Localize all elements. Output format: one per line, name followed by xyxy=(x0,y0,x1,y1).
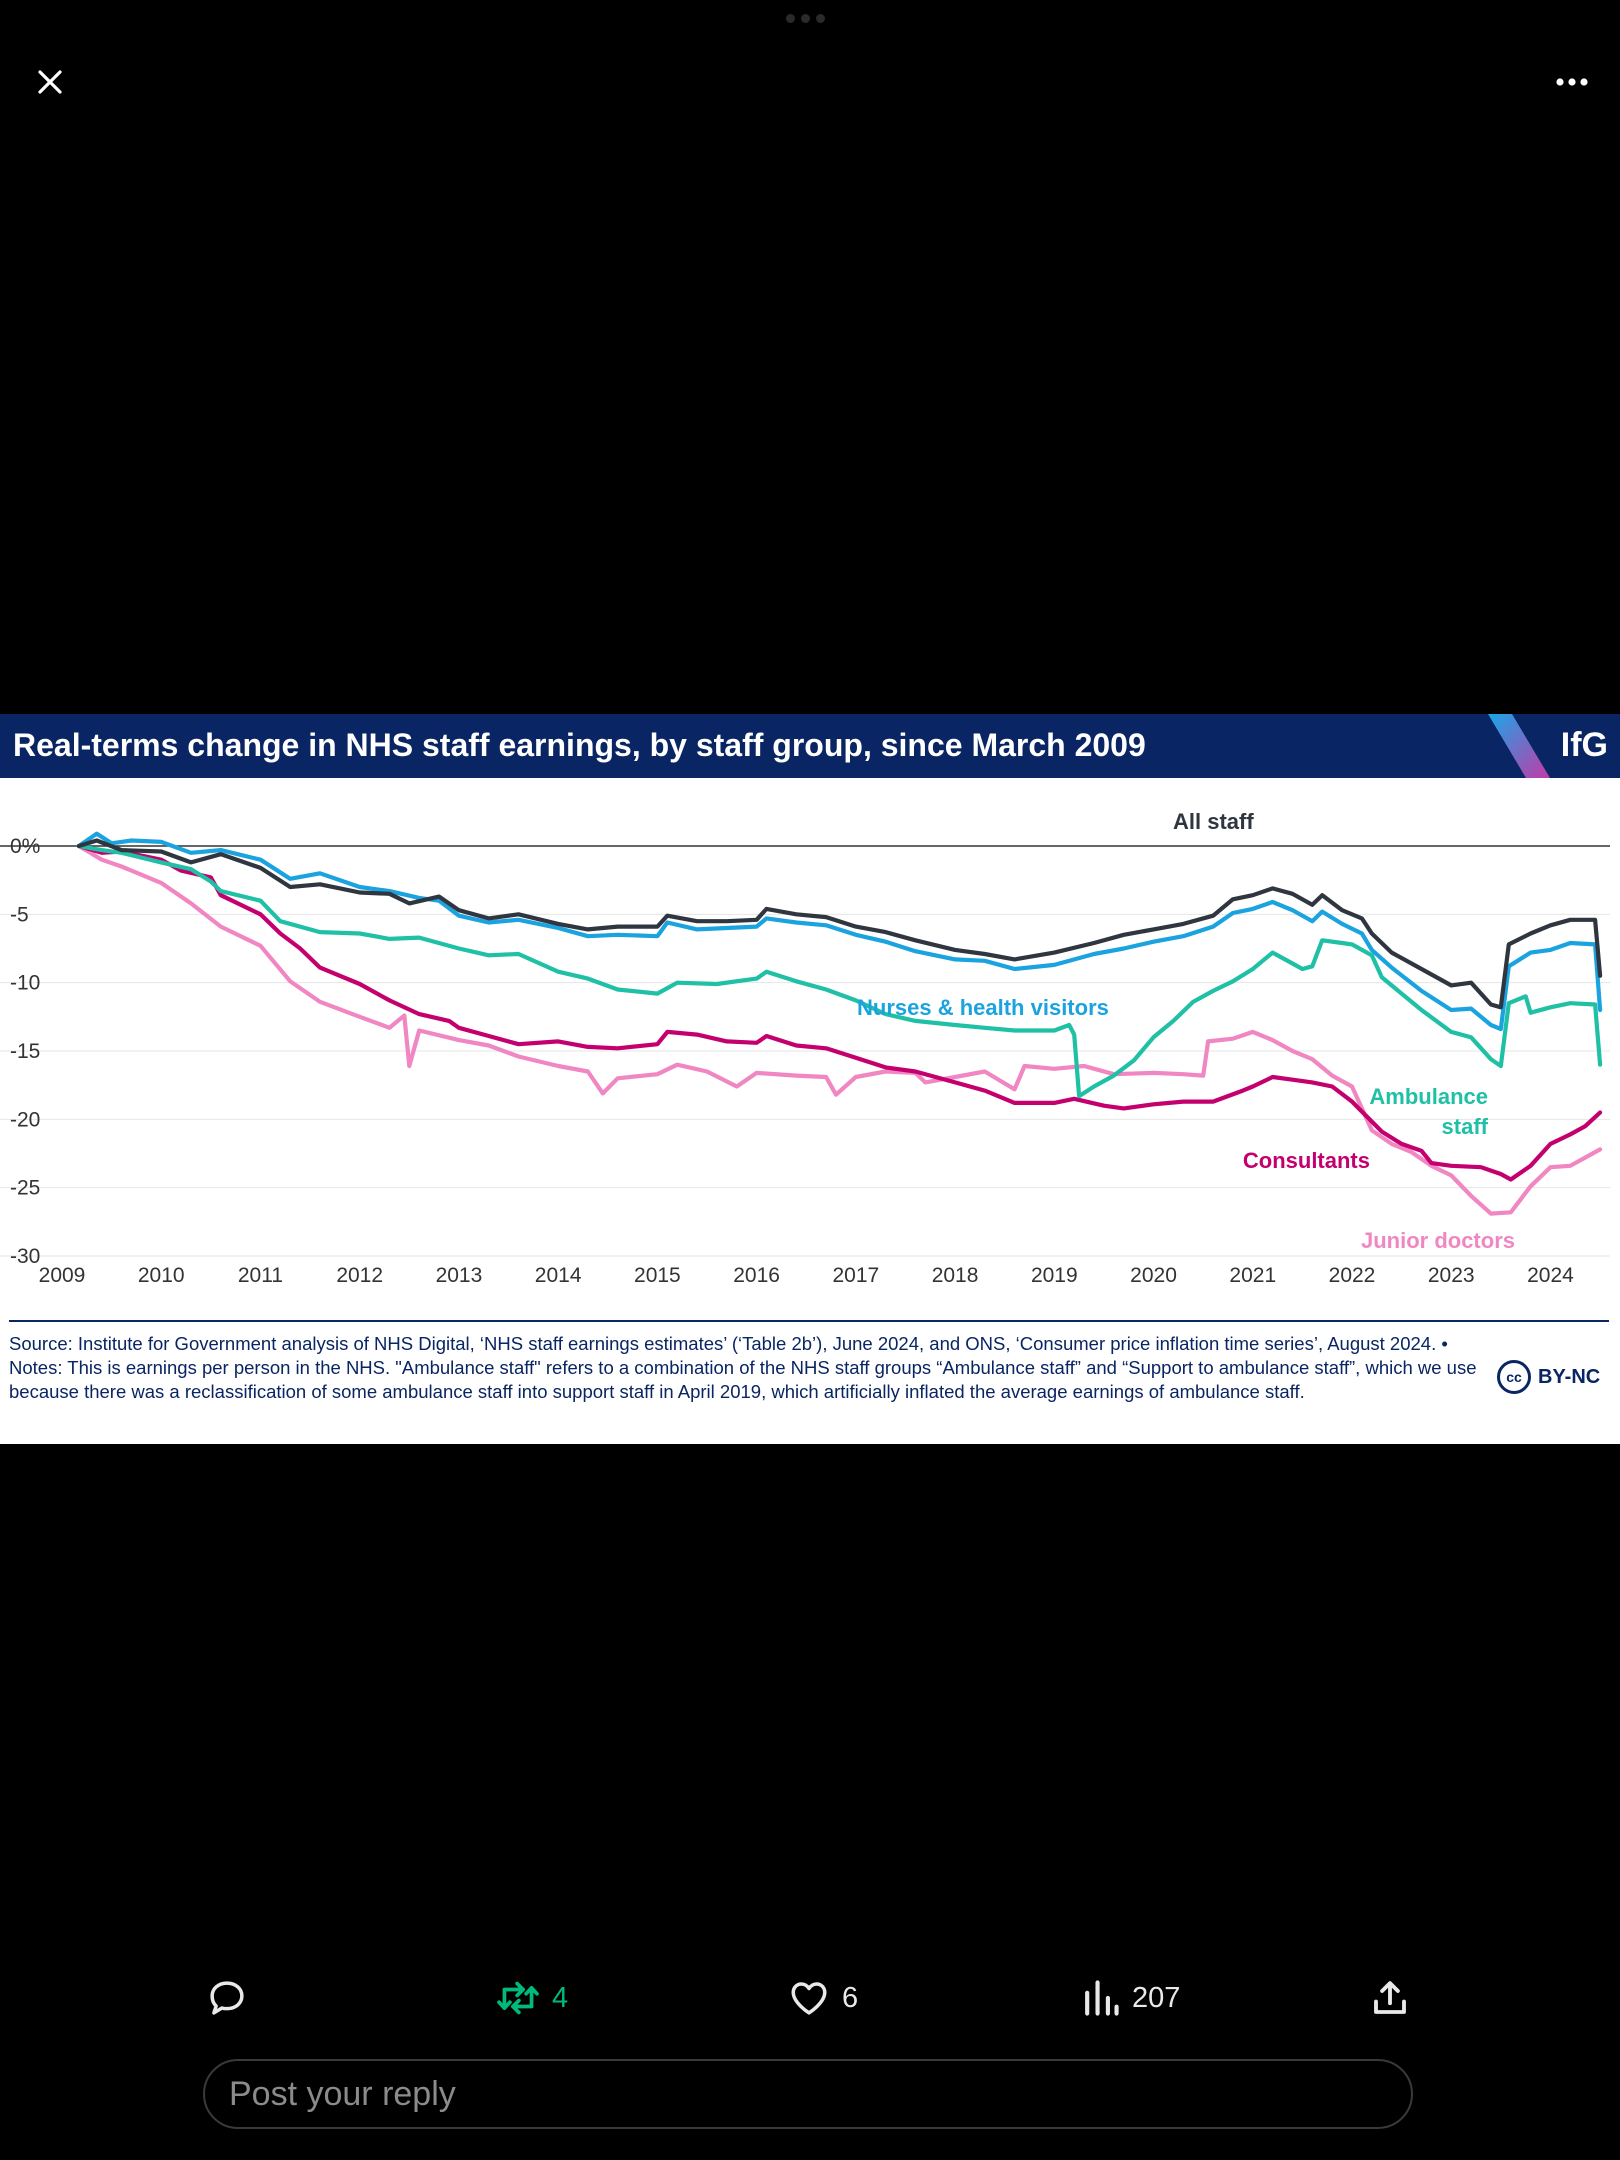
series-line xyxy=(76,831,1603,1032)
close-icon xyxy=(38,70,62,94)
drag-handle[interactable] xyxy=(786,14,825,23)
x-tick-label: 2012 xyxy=(336,1264,383,1287)
divider xyxy=(9,1320,1609,1322)
y-tick-label: -30 xyxy=(10,1245,40,1268)
views-count: 207 xyxy=(1132,1981,1181,2014)
ifg-stripe-graphic xyxy=(1488,714,1550,778)
x-tick-label: 2014 xyxy=(535,1264,582,1287)
ifg-logo: IfG xyxy=(1560,726,1608,764)
y-tick-label: -10 xyxy=(10,972,40,995)
chart-title: Real-terms change in NHS staff earnings,… xyxy=(13,727,1146,763)
x-tick-label: 2011 xyxy=(238,1264,283,1287)
chart-banner: Real-terms change in NHS staff earnings,… xyxy=(0,714,1620,778)
heart-icon xyxy=(791,1982,827,2015)
x-tick-label: 2018 xyxy=(932,1264,979,1287)
license-badge: cc BY-NC xyxy=(1497,1360,1600,1394)
series-line xyxy=(76,843,1603,1216)
series-label: Consultants xyxy=(1243,1148,1370,1173)
x-tick-label: 2017 xyxy=(832,1264,879,1287)
retweet-count: 4 xyxy=(552,1981,569,2014)
source-note: Source: Institute for Government analysi… xyxy=(9,1333,1477,1402)
share-button[interactable] xyxy=(1369,1970,1411,2026)
series-label: Nurses & health visitors xyxy=(857,995,1109,1020)
y-tick-label: -25 xyxy=(10,1177,40,1200)
reply-input[interactable]: Post your reply xyxy=(203,2059,1413,2129)
y-tick-label: -15 xyxy=(10,1040,40,1063)
x-tick-label: 2009 xyxy=(39,1264,86,1287)
x-tick-label: 2010 xyxy=(138,1264,185,1287)
x-tick-label: 2013 xyxy=(436,1264,483,1287)
x-tick-label: 2016 xyxy=(733,1264,780,1287)
like-count: 6 xyxy=(842,1981,859,2014)
close-button[interactable] xyxy=(26,58,74,106)
action-bar: 4 6 207 xyxy=(0,1970,1620,2030)
series-label: Junior doctors xyxy=(1361,1228,1515,1253)
series-line xyxy=(76,843,1603,1182)
license-text: BY-NC xyxy=(1538,1365,1601,1388)
x-tick-label: 2020 xyxy=(1130,1264,1177,1287)
x-tick-label: 2023 xyxy=(1428,1264,1475,1287)
series-label: Ambulance xyxy=(1369,1084,1488,1109)
more-options-button[interactable] xyxy=(1548,58,1596,106)
views-button[interactable]: 207 xyxy=(1082,1970,1180,2026)
y-tick-label: 0% xyxy=(10,835,40,858)
series-label: All staff xyxy=(1173,809,1254,834)
reply-button[interactable] xyxy=(206,1970,248,2026)
views-icon xyxy=(1085,1980,1119,2016)
x-tick-label: 2024 xyxy=(1527,1264,1574,1287)
cc-icon: cc xyxy=(1497,1360,1531,1394)
y-tick-label: -20 xyxy=(10,1108,40,1131)
reply-placeholder: Post your reply xyxy=(229,2074,456,2113)
series-line xyxy=(76,843,1603,1099)
series-label: staff xyxy=(1442,1114,1489,1139)
like-button[interactable]: 6 xyxy=(788,1970,858,2026)
reply-icon xyxy=(210,1981,244,2015)
y-tick-label: -5 xyxy=(10,903,29,926)
x-tick-label: 2021 xyxy=(1229,1264,1276,1287)
series-line xyxy=(76,838,1603,1010)
x-tick-label: 2015 xyxy=(634,1264,681,1287)
media-image[interactable]: Real-terms change in NHS staff earnings,… xyxy=(0,714,1620,1444)
more-horizontal-icon xyxy=(1556,78,1588,86)
x-tick-label: 2019 xyxy=(1031,1264,1078,1287)
share-icon xyxy=(1374,1981,1406,2014)
retweet-button[interactable]: 4 xyxy=(496,1970,568,2026)
retweet-icon xyxy=(497,1981,539,2015)
x-tick-label: 2022 xyxy=(1329,1264,1376,1287)
